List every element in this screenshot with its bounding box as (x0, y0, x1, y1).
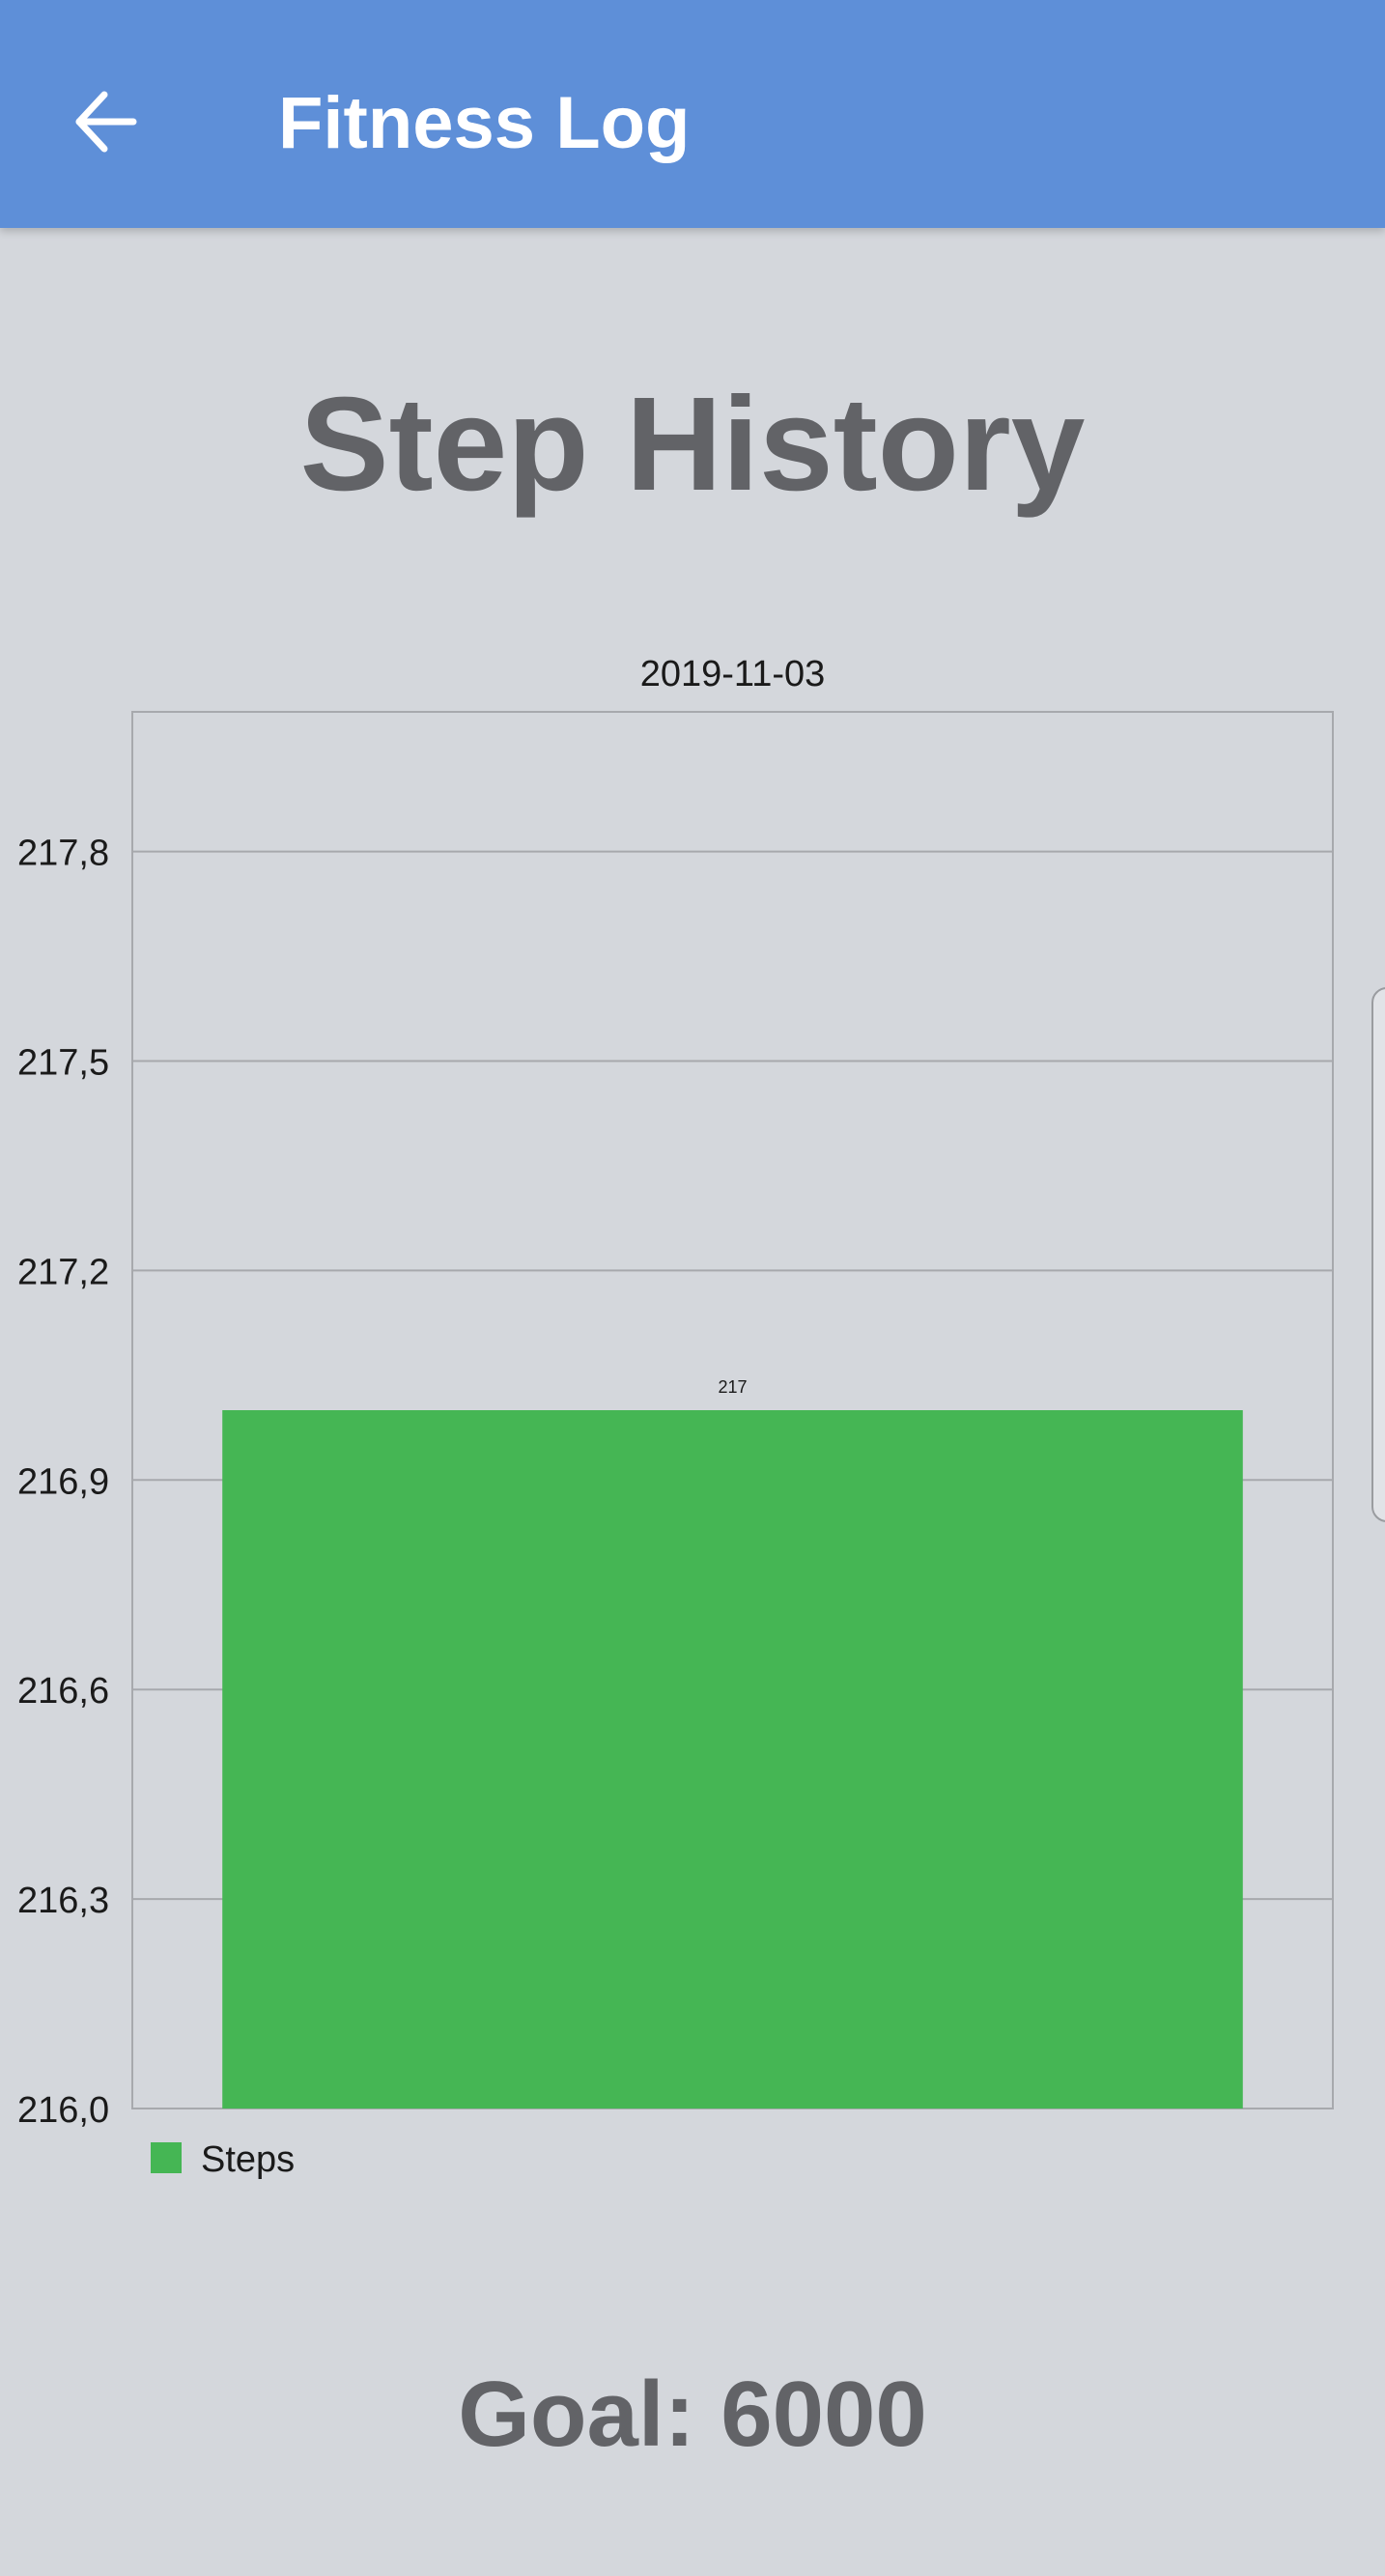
y-tick-label: 217,2 (17, 1252, 109, 1292)
x-tick-label: 2019-11-03 (640, 654, 826, 694)
y-tick-label: 216,9 (17, 1461, 109, 1502)
scroll-handle[interactable] (1371, 987, 1385, 1522)
bar-2019-11-03 (222, 1410, 1243, 2109)
goal-text: Goal: 6000 (458, 2363, 927, 2466)
app-bar: Fitness Log (0, 0, 1385, 228)
legend-swatch (151, 2142, 182, 2173)
y-tick-label: 216,0 (17, 2090, 109, 2131)
app-title: Fitness Log (278, 82, 691, 164)
legend-label: Steps (201, 2139, 295, 2180)
arrow-left-icon (75, 91, 137, 153)
y-tick-label: 216,6 (17, 1671, 109, 1712)
y-tick-label: 216,3 (17, 1881, 109, 1921)
back-button[interactable] (58, 73, 155, 170)
data-label: 217 (718, 1377, 747, 1397)
y-tick-label: 217,5 (17, 1043, 109, 1084)
y-tick-label: 217,8 (17, 834, 109, 874)
step-history-chart: 217,8 217,5 217,2 216,9 216,6 216,3 216,0 2019-… (17, 654, 1334, 2180)
page-title: Step History (299, 370, 1086, 519)
